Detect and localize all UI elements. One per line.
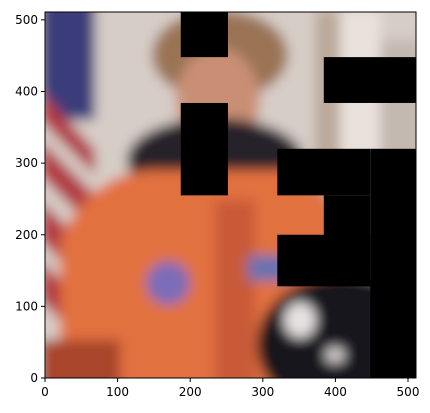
y-tick-label: 500: [15, 13, 38, 27]
mask-rectangles: [180, 12, 416, 378]
mask-rect-2: [277, 148, 371, 196]
mask-rect-3: [370, 148, 416, 378]
mask-rect-4: [323, 57, 416, 103]
y-tick-label: 400: [15, 85, 38, 99]
y-axis: 0 100 200 300 400 500: [15, 13, 45, 385]
x-tick-label: 300: [251, 385, 274, 399]
y-tick-label: 200: [15, 228, 38, 242]
y-tick-label: 0: [30, 371, 38, 385]
astronaut-image: [45, 12, 416, 378]
mask-rect-6: [323, 195, 371, 287]
y-tick-label: 300: [15, 156, 38, 170]
x-axis: 0 100 200 300 400 500: [41, 378, 419, 399]
x-tick-label: 400: [324, 385, 347, 399]
mask-rect-0: [180, 12, 228, 58]
plot-frame: [44, 11, 417, 379]
mask-rect-1: [180, 102, 228, 196]
x-tick-label: 100: [106, 385, 129, 399]
x-tick-label: 0: [41, 385, 49, 399]
y-tick-label: 100: [15, 299, 38, 313]
x-tick-label: 200: [179, 385, 202, 399]
x-tick-label: 500: [397, 385, 420, 399]
